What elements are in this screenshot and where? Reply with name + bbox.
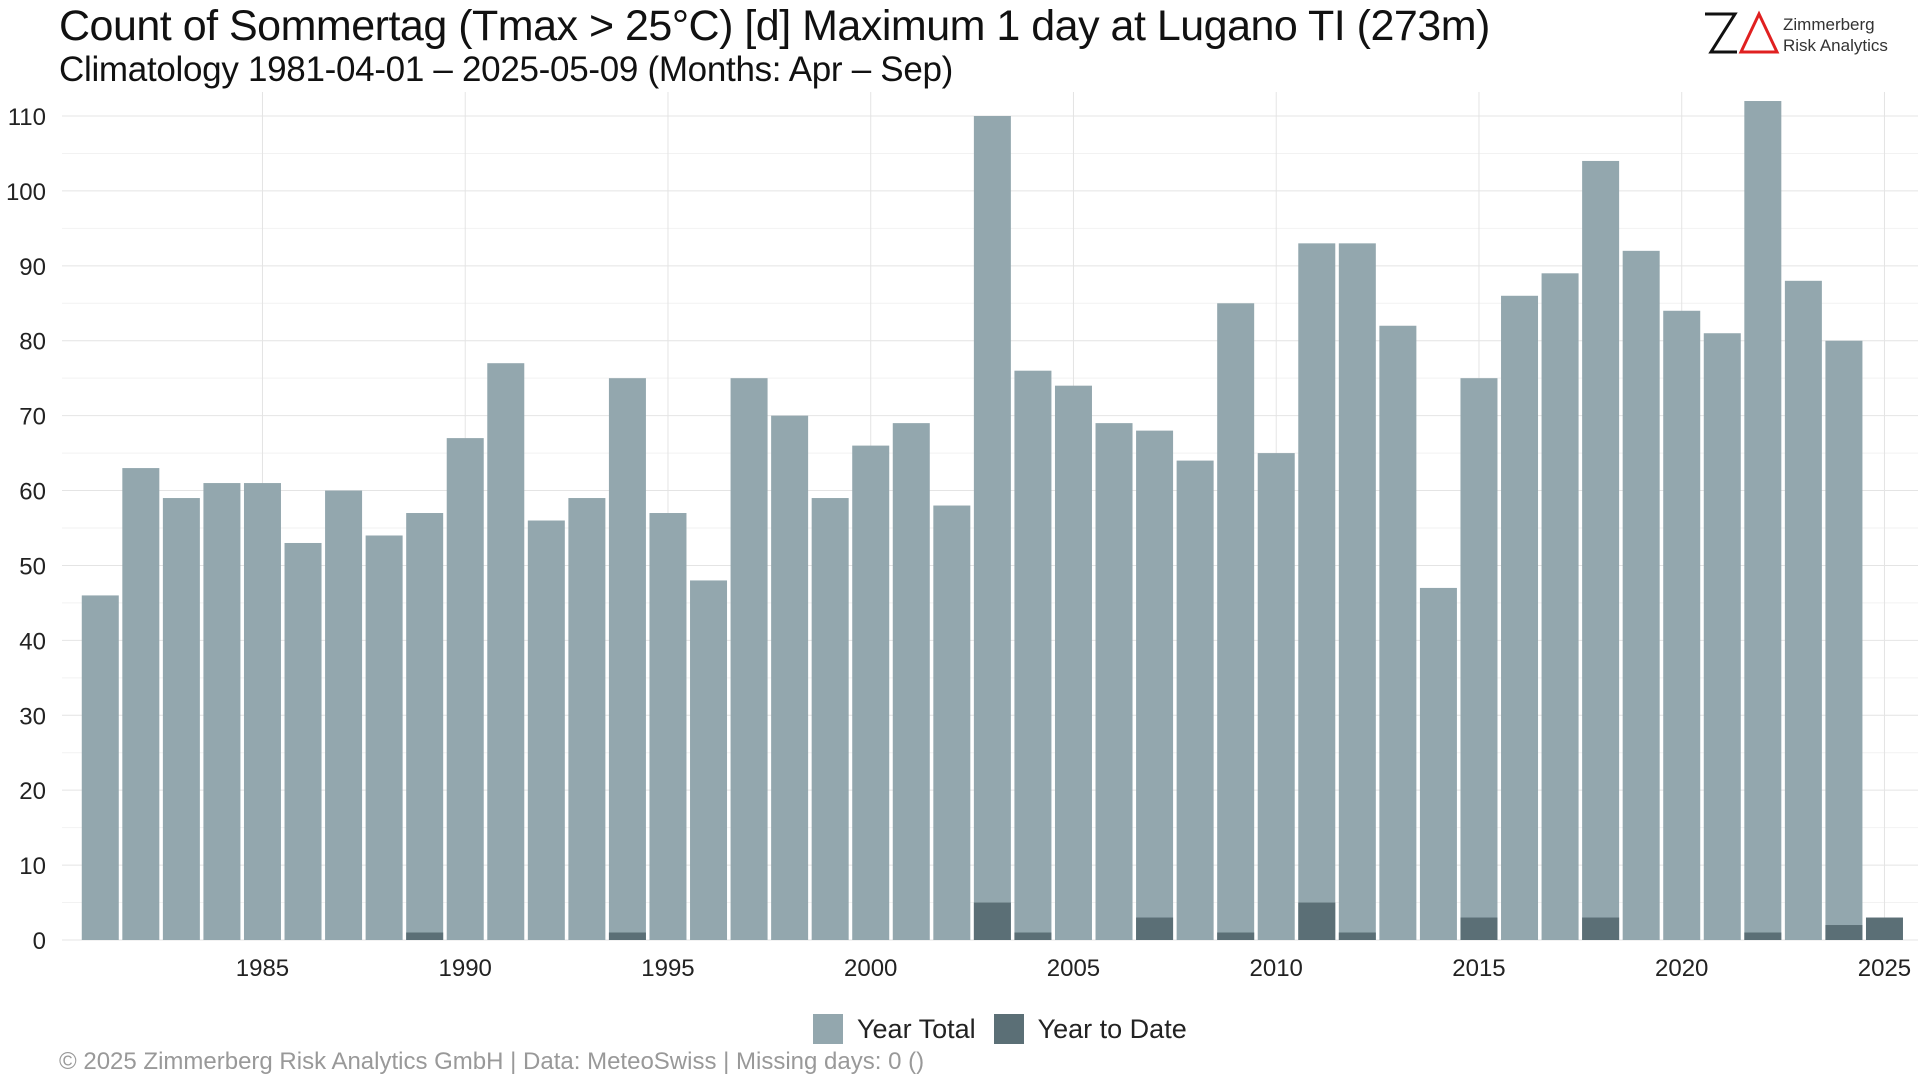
bar-year-total bbox=[1136, 430, 1174, 940]
legend-item-year-to-date: Year to Date bbox=[993, 1013, 1187, 1045]
chart-subtitle: Climatology 1981-04-01 – 2025-05-09 (Mon… bbox=[59, 50, 954, 89]
bar-year-to-date bbox=[1865, 917, 1903, 940]
bar-year-total bbox=[1379, 325, 1417, 940]
bar-year-total bbox=[1825, 340, 1863, 940]
y-tick-label: 110 bbox=[8, 104, 46, 131]
bar-year-total bbox=[973, 116, 1011, 940]
bar-year-to-date bbox=[406, 932, 444, 940]
bars bbox=[81, 101, 1903, 941]
bar-year-total bbox=[852, 445, 890, 940]
bar-year-total bbox=[1298, 243, 1336, 940]
y-tick-label: 60 bbox=[19, 479, 46, 506]
chart-title: Count of Sommertag (Tmax > 25°C) [d] Max… bbox=[59, 2, 1490, 50]
bar-year-total bbox=[162, 498, 200, 940]
bar-year-total bbox=[203, 483, 241, 940]
y-tick-label: 0 bbox=[33, 928, 46, 955]
bar-year-total bbox=[1703, 333, 1741, 941]
bar-year-total bbox=[1460, 378, 1498, 940]
legend-item-year-total: Year Total bbox=[813, 1014, 976, 1045]
bar-year-total bbox=[1217, 303, 1255, 941]
bar-year-to-date bbox=[1136, 917, 1174, 940]
bar-year-total bbox=[771, 415, 809, 940]
bar-year-to-date bbox=[1298, 902, 1336, 940]
legend-label-year-total: Year Total bbox=[857, 1013, 976, 1044]
bar-year-total bbox=[1176, 460, 1214, 940]
bar-year-total bbox=[1501, 295, 1539, 940]
bar-year-total bbox=[1419, 587, 1457, 940]
bar-year-total bbox=[406, 513, 444, 940]
bar-year-total bbox=[365, 535, 403, 940]
bar-year-total bbox=[487, 363, 525, 940]
bar-year-total bbox=[933, 505, 971, 940]
legend-label-year-to-date: Year to Date bbox=[1037, 1013, 1187, 1044]
logo-mark bbox=[1705, 10, 1780, 54]
bar-year-total bbox=[568, 498, 606, 940]
y-axis-ticks: 0 10 20 30 40 50 60 70 80 90 100 110 bbox=[6, 104, 46, 955]
y-tick-label: 10 bbox=[19, 853, 46, 880]
bar-year-to-date bbox=[1744, 932, 1782, 940]
bar-year-total bbox=[1095, 423, 1133, 940]
y-tick-label: 50 bbox=[19, 553, 46, 580]
y-tick-label: 70 bbox=[19, 404, 46, 431]
x-tick-label: 2020 bbox=[1655, 955, 1708, 982]
bar-year-total bbox=[325, 490, 363, 940]
legend: Year Total Year to Date bbox=[813, 1012, 1205, 1046]
bar-year-total bbox=[1054, 385, 1092, 940]
legend-swatch-year-total bbox=[813, 1014, 843, 1044]
x-tick-label: 2000 bbox=[844, 955, 897, 982]
bar-year-total bbox=[243, 483, 281, 940]
logo-text: Zimmerberg Risk Analytics bbox=[1783, 14, 1888, 56]
bar-year-total bbox=[446, 438, 484, 940]
bar-year-to-date bbox=[1014, 932, 1052, 940]
bar-year-total bbox=[608, 378, 646, 940]
bar-year-total bbox=[122, 468, 160, 940]
bar-year-total bbox=[1663, 310, 1701, 940]
bar-year-total bbox=[527, 520, 565, 940]
bar-year-total bbox=[649, 513, 687, 940]
y-tick-label: 20 bbox=[19, 778, 46, 805]
footer-credits: © 2025 Zimmerberg Risk Analytics GmbH | … bbox=[59, 1048, 925, 1075]
logo bbox=[1705, 10, 1780, 54]
x-tick-label: 2005 bbox=[1047, 955, 1100, 982]
x-tick-label: 2015 bbox=[1452, 955, 1505, 982]
bar-year-total bbox=[1582, 160, 1620, 941]
bar-year-total bbox=[730, 378, 768, 940]
bar-year-to-date bbox=[973, 902, 1011, 940]
bar-year-total bbox=[690, 580, 728, 940]
bar-year-total bbox=[1622, 250, 1660, 940]
bar-year-to-date bbox=[608, 932, 646, 940]
bar-year-total bbox=[284, 542, 322, 940]
bar-year-total bbox=[1784, 280, 1822, 940]
bar-year-total bbox=[892, 423, 930, 940]
x-tick-label: 2010 bbox=[1250, 955, 1303, 982]
y-tick-label: 40 bbox=[19, 628, 46, 655]
y-tick-label: 30 bbox=[19, 703, 46, 730]
bar-year-total bbox=[1744, 101, 1782, 940]
y-tick-label: 100 bbox=[6, 179, 46, 206]
bar-year-total bbox=[1257, 453, 1295, 940]
bar-year-to-date bbox=[1825, 925, 1863, 940]
x-tick-label: 2025 bbox=[1858, 955, 1911, 982]
bar-year-total bbox=[81, 595, 119, 940]
x-axis-ticks: 1985 1990 1995 2000 2005 2010 2015 2020 2025 bbox=[236, 955, 1911, 982]
bar-year-to-date bbox=[1338, 932, 1376, 940]
logo-line1: Zimmerberg bbox=[1783, 15, 1875, 34]
bar-year-total bbox=[1338, 243, 1376, 940]
logo-line2: Risk Analytics bbox=[1783, 36, 1888, 55]
bar-year-total bbox=[811, 498, 849, 940]
y-tick-label: 80 bbox=[19, 329, 46, 356]
x-tick-label: 1990 bbox=[439, 955, 492, 982]
bar-chart: 0 10 20 30 40 50 60 70 80 90 100 110 1985 1990 1995 20… bbox=[6, 92, 1918, 982]
y-tick-label: 90 bbox=[19, 254, 46, 281]
legend-swatch-year-to-date bbox=[993, 1014, 1024, 1044]
bar-year-to-date bbox=[1217, 932, 1255, 940]
x-tick-label: 1985 bbox=[236, 955, 289, 982]
bar-year-to-date bbox=[1460, 917, 1498, 940]
bar-year-to-date bbox=[1582, 917, 1620, 940]
bar-year-total bbox=[1014, 370, 1052, 940]
x-tick-label: 1995 bbox=[641, 955, 694, 982]
bar-year-total bbox=[1541, 273, 1579, 940]
